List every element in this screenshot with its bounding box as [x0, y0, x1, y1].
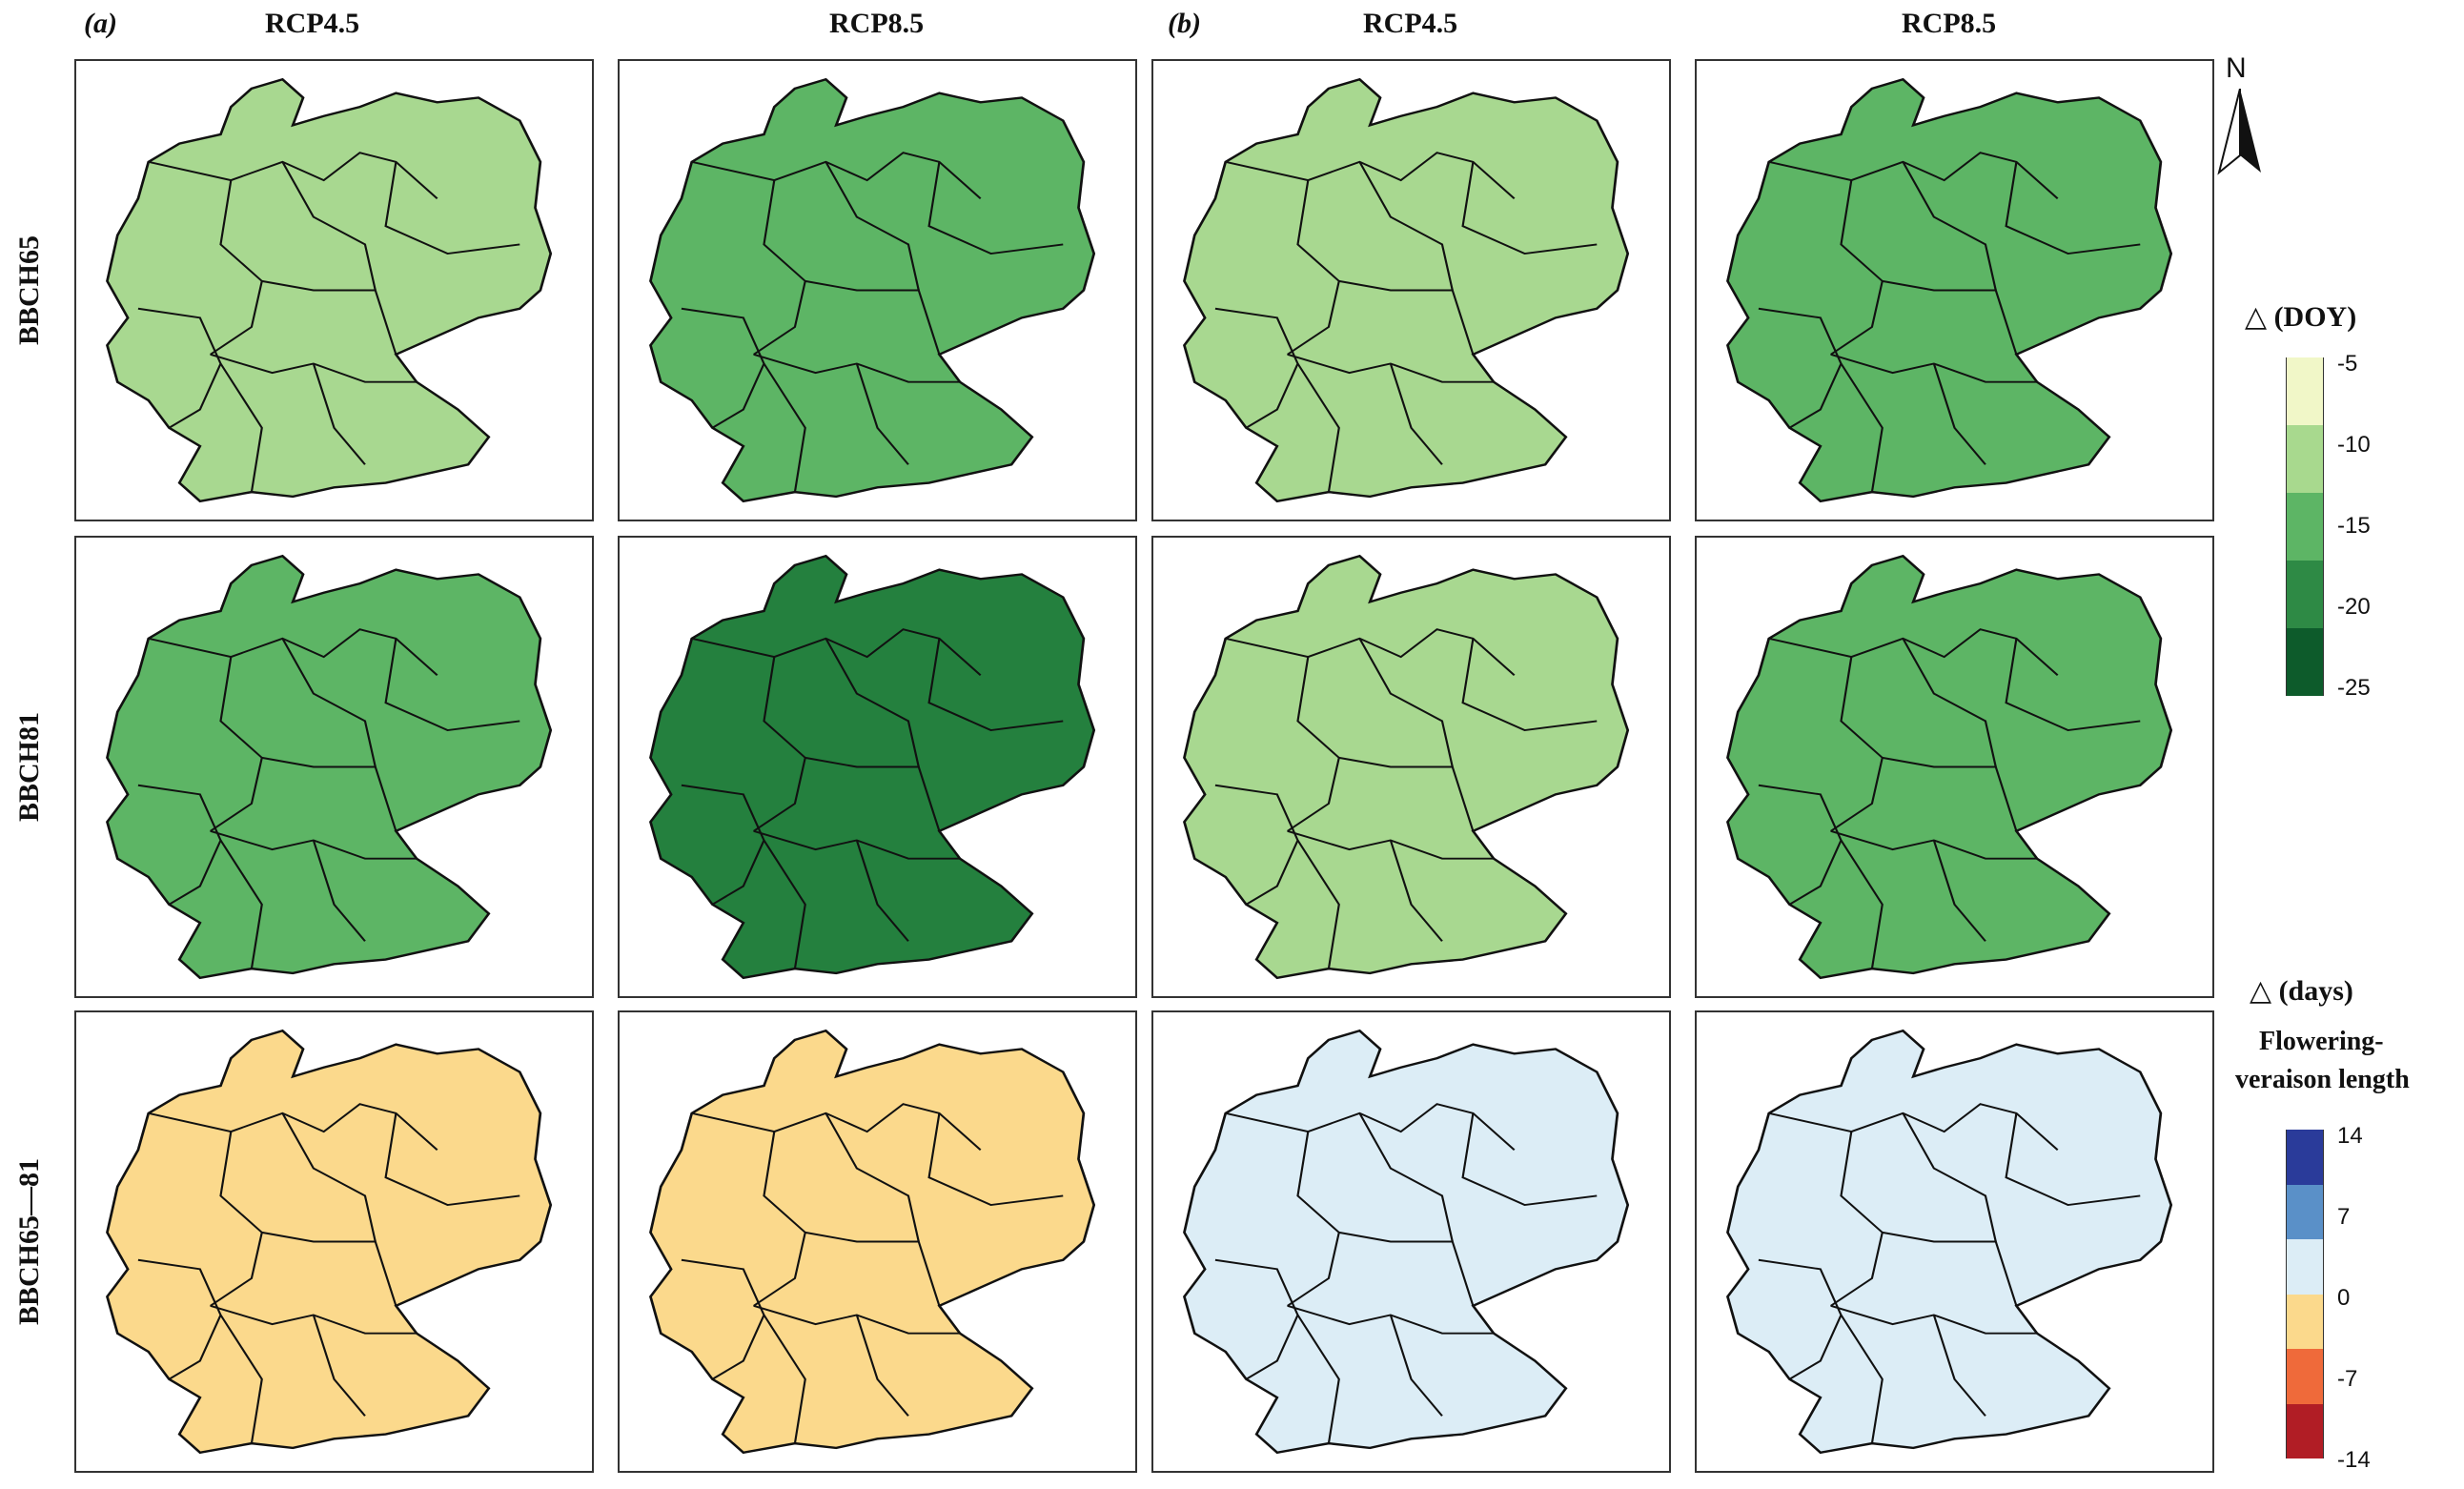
legend-doy-title: △ (DOY) — [2245, 301, 2357, 333]
north-arrow-icon — [2217, 89, 2261, 175]
colorbar-tick-label: 7 — [2337, 1204, 2351, 1230]
column-header-rcp85-b: RCP8.5 — [1902, 8, 1997, 39]
colorbar-tick-label: -14 — [2337, 1447, 2371, 1473]
map-panel — [1151, 59, 1671, 521]
map-panel — [1695, 59, 2214, 521]
colorbar-segment — [2286, 1294, 2324, 1349]
colorbar-segment — [2286, 357, 2324, 425]
legend-days-subtitle-2: veraison length — [2235, 1065, 2410, 1094]
colorbar-tick-label: -10 — [2337, 432, 2371, 458]
colorbar-tick-label: -7 — [2337, 1366, 2358, 1392]
colorbar-segment — [2286, 561, 2324, 628]
panel-label-a: (a) — [84, 8, 117, 39]
colorbar-segment — [2286, 1130, 2324, 1185]
colorbar-tick-label: 0 — [2337, 1285, 2351, 1311]
map-panel — [1151, 536, 1671, 998]
map-panel — [1695, 1010, 2214, 1473]
row-label-bbch65-81: BBCH65—81 — [13, 1157, 45, 1326]
map-panel — [1151, 1010, 1671, 1473]
map-panel — [74, 59, 594, 521]
colorbar-segment — [2286, 1349, 2324, 1404]
map-panel — [1695, 536, 2214, 998]
column-header-rcp85-a: RCP8.5 — [829, 8, 925, 39]
colorbar-segment — [2286, 425, 2324, 493]
legend-days-subtitle-1: Flowering- — [2259, 1027, 2384, 1056]
column-header-rcp45-b: RCP4.5 — [1363, 8, 1458, 39]
row-label-bbch65: BBCH65 — [13, 235, 45, 346]
colorbar-tick-label: -25 — [2337, 675, 2371, 701]
colorbar-tick-label: -20 — [2337, 594, 2371, 620]
map-panel — [74, 536, 594, 998]
colorbar-segment — [2286, 1184, 2324, 1239]
colorbar-tick-label: 14 — [2337, 1123, 2363, 1149]
colorbar-segment — [2286, 1403, 2324, 1458]
north-label: N — [2226, 52, 2247, 84]
panel-label-b: (b) — [1168, 8, 1201, 39]
colorbar-segment — [2286, 628, 2324, 696]
column-header-rcp45-a: RCP4.5 — [265, 8, 360, 39]
map-panel — [74, 1010, 594, 1473]
map-panel — [618, 59, 1137, 521]
map-panel — [618, 1010, 1137, 1473]
row-label-bbch81: BBCH81 — [13, 711, 45, 823]
legend-days-title: △ (days) — [2250, 975, 2353, 1007]
north-arrow: N — [2216, 52, 2264, 176]
map-panel — [618, 536, 1137, 998]
colorbar-segment — [2286, 493, 2324, 561]
colorbar-tick-label: -5 — [2337, 351, 2358, 377]
colorbar-segment — [2286, 1239, 2324, 1295]
colorbar-tick-label: -15 — [2337, 513, 2371, 539]
